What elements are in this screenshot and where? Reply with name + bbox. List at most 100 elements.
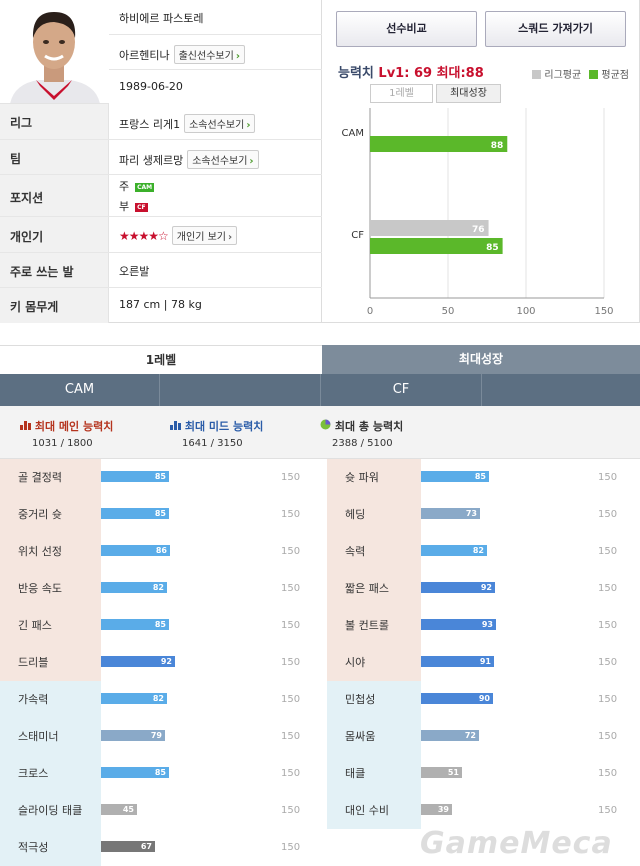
stat-row: 속력 82 150 [327, 533, 640, 570]
stat-value: 39 [437, 805, 449, 814]
stat-row: 시야 91 150 [327, 644, 640, 681]
data-label: 88 [491, 141, 504, 151]
stat-value: 85 [474, 472, 486, 481]
stat-name-cell [327, 570, 421, 607]
compare-button[interactable]: 선수비교 [336, 11, 477, 47]
row-league: 리그 프랑스 리게1 소속선수보기 › [0, 104, 322, 140]
summary-main-value: 1031 / 1800 [32, 438, 93, 449]
small-tab-max[interactable]: 최대성장 [436, 84, 501, 103]
stat-name-cell [0, 755, 101, 792]
nation-text: 아르헨티나 [119, 49, 170, 62]
stat-row: 반응 속도 82 150 [0, 570, 321, 607]
stat-name-cell [327, 644, 421, 681]
stat-row: 긴 패스 85 150 [0, 607, 321, 644]
skill-view-button[interactable]: 개인기 보기 › [171, 226, 238, 245]
position-main-badge: CAM [135, 182, 155, 192]
chart-bar-cf-1 [370, 238, 503, 254]
small-tab-level1[interactable]: 1레벨 [370, 84, 433, 103]
tab-max-growth[interactable]: 최대성장 [322, 345, 640, 374]
stat-max: 150 [281, 583, 301, 594]
x-tick-label: 0 [367, 306, 373, 317]
stat-name: 크로스 [18, 767, 49, 780]
stat-max: 150 [281, 731, 301, 742]
summary-main-title: 최대 메인 능력치 [34, 420, 114, 433]
stat-max: 150 [281, 694, 301, 705]
position-sub-badge: CF [135, 202, 148, 212]
stat-name-cell [0, 570, 101, 607]
stat-value: 79 [150, 731, 162, 740]
stat-name: 민첩성 [345, 693, 376, 706]
stat-name-cell [0, 607, 101, 644]
category-label: CF [351, 230, 364, 241]
skill-stars: ★★★★☆ [119, 229, 169, 243]
stat-name: 드리블 [18, 656, 49, 669]
stat-name-cell [0, 718, 101, 755]
stat-row: 드리블 92 150 [0, 644, 321, 681]
tab-level1[interactable]: 1레벨 [0, 345, 322, 374]
stat-row: 적극성 67 150 [0, 829, 321, 866]
stat-max: 150 [598, 620, 618, 631]
skill-view-label: 개인기 보기 [176, 232, 226, 243]
x-tick-label: 150 [594, 306, 613, 317]
stat-name-cell [0, 459, 101, 496]
stat-max: 150 [281, 546, 301, 557]
row-skill: 개인기 ★★★★☆ 개인기 보기 › [0, 217, 322, 253]
stat-max: 150 [281, 472, 301, 483]
stat-name: 속력 [345, 545, 366, 558]
player-name: 하비에르 파스토레 [119, 12, 204, 25]
stat-name: 시야 [345, 656, 366, 669]
stat-bar: 85 [101, 619, 169, 630]
stat-name-cell [327, 681, 421, 718]
x-tick-label: 100 [516, 306, 535, 317]
league-players-label: 소속선수보기 [189, 120, 245, 131]
pos-tab-cf[interactable]: CF [321, 374, 482, 406]
stat-name: 긴 패스 [18, 619, 52, 632]
data-label: 0 [482, 123, 488, 133]
pos-tab-empty-1 [160, 374, 321, 406]
stat-name-cell [0, 533, 101, 570]
stat-bar: 73 [421, 508, 480, 519]
stat-bar: 92 [101, 656, 175, 667]
ability-chart-panel: 선수비교 스쿼드 가져가기 능력치 Lv1: 69 최대:88 리그평균 평균점… [322, 0, 640, 323]
summary-mid-title: 최대 미드 능력치 [184, 420, 264, 433]
stat-name: 태클 [345, 767, 366, 780]
squad-button[interactable]: 스쿼드 가져가기 [485, 11, 626, 47]
stat-bar: 85 [101, 508, 169, 519]
skill-value: ★★★★☆ 개인기 보기 › [119, 226, 238, 245]
position-label: 포지션 [10, 191, 44, 205]
stat-table: 골 결정력 85 150 중거리 슛 85 150 위치 선정 86 150 반응 속도 82 150… [0, 459, 640, 866]
stat-row: 슛 파워 85 150 [327, 459, 640, 496]
stat-max: 150 [598, 768, 618, 779]
position-main: 주 CAM [119, 178, 155, 194]
nation-players-label: 출신선수보기 [178, 51, 234, 62]
stat-value: 90 [478, 694, 490, 703]
stat-name: 대인 수비 [345, 804, 389, 817]
nation-players-button[interactable]: 출신선수보기 › [173, 45, 245, 64]
league-players-button[interactable]: 소속선수보기 › [184, 114, 256, 133]
arrow-right-icon: › [246, 120, 251, 131]
player-photo [0, 0, 109, 104]
body-value: 187 cm | 78 kg [119, 298, 202, 311]
team-players-button[interactable]: 소속선수보기 › [187, 150, 259, 169]
stat-row: 크로스 85 150 [0, 755, 321, 792]
stat-name-cell [327, 755, 421, 792]
stat-max: 150 [281, 657, 301, 668]
stat-bar: 85 [101, 471, 169, 482]
row-position: 포지션 주 CAM 부 CF [0, 175, 322, 217]
stat-row: 스태미너 79 150 [0, 718, 321, 755]
stat-max: 150 [598, 472, 618, 483]
stat-bar: 93 [421, 619, 496, 630]
stat-bar: 85 [421, 471, 489, 482]
stat-name-cell [327, 459, 421, 496]
bar-chart-icon [170, 420, 181, 433]
stat-bar-track [421, 792, 640, 829]
category-label: CAM [342, 128, 364, 139]
stat-max: 150 [281, 768, 301, 779]
pos-tab-cam[interactable]: CAM [0, 374, 160, 406]
stat-value: 85 [154, 509, 166, 518]
stat-name-cell [0, 496, 101, 533]
stat-row: 헤딩 73 150 [327, 496, 640, 533]
stat-row: 골 결정력 85 150 [0, 459, 321, 496]
team-text: 파리 생제르망 [119, 154, 184, 167]
